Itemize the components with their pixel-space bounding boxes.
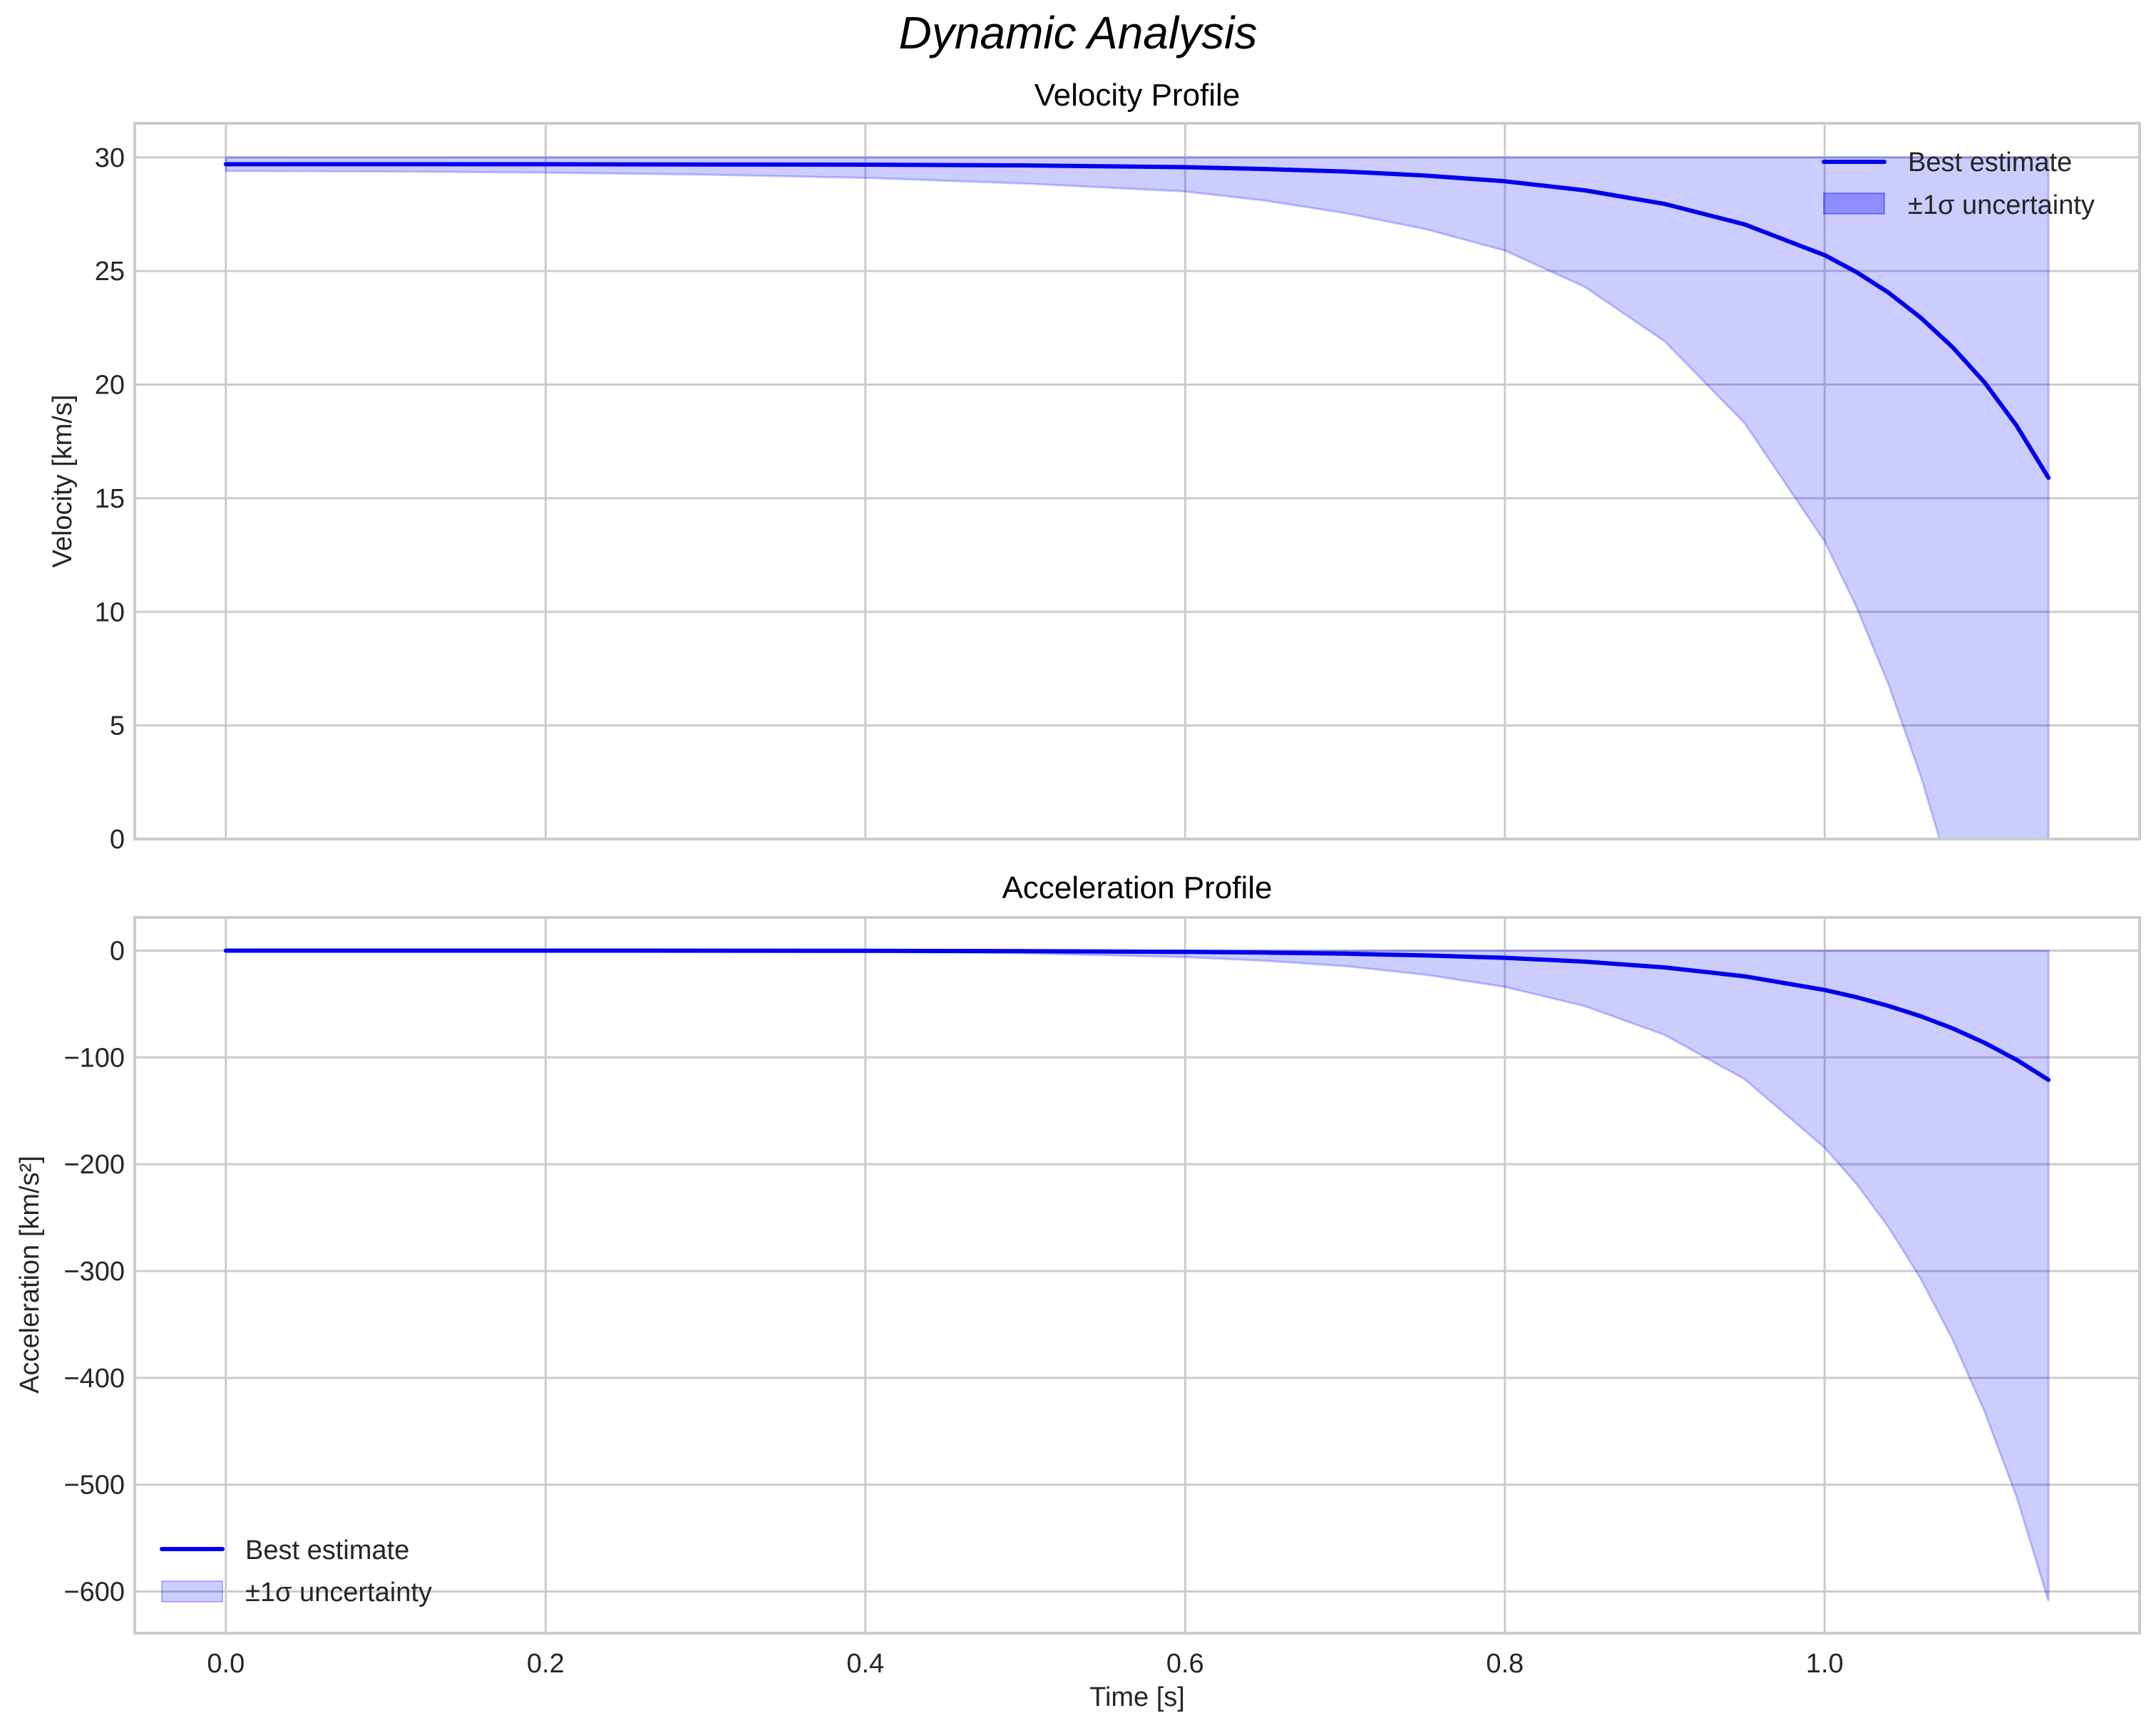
acceleration-ylabel: Acceleration [km/s²] (15, 1156, 45, 1394)
acceleration-yticks: 0 −100 −200 −300 −400 −500 −600 (63, 936, 125, 1607)
ytick-label: 10 (95, 597, 125, 627)
ytick-label: 15 (95, 484, 125, 514)
time-xlabel: Time [s] (1089, 1682, 1185, 1712)
velocity-spines (133, 122, 2141, 840)
xtick-label: 0.2 (527, 1649, 565, 1679)
axes-frame (133, 916, 2141, 1635)
legend-label-best-estimate: Best estimate (245, 1536, 409, 1565)
best-estimate-path (223, 948, 2051, 1082)
legend-label-uncertainty: ±1σ uncertainty (245, 1578, 432, 1608)
acceleration-axes-title: Acceleration Profile (1002, 870, 1272, 905)
ytick-label: 0 (110, 825, 125, 855)
ytick-label: 25 (95, 257, 125, 287)
best-estimate-path (223, 162, 2051, 480)
acceleration-axes: Acceleration Profile 0 −100 −200 −300 −400 −5… (15, 870, 2141, 1712)
ytick-label: −400 (63, 1364, 125, 1394)
acceleration-legend: Best estimate ±1σ uncertainty (160, 1536, 432, 1608)
velocity-axes-title: Velocity Profile (1035, 78, 1241, 113)
ytick-label: −200 (63, 1150, 125, 1180)
ytick-label: 20 (95, 371, 125, 401)
velocity-axes: Velocity Profile 0 5 10 15 20 25 30 Velocity [… (48, 78, 2141, 855)
legend-label-uncertainty: ±1σ uncertainty (1908, 190, 2095, 220)
velocity-yticks: 0 5 10 15 20 25 30 (95, 143, 125, 855)
ytick-label: −300 (63, 1257, 125, 1287)
ytick-label: 5 (110, 711, 125, 741)
acceleration-xticks: 0.0 0.2 0.4 0.6 0.8 1.0 (207, 1649, 1843, 1679)
uncertainty-band-area (225, 156, 2050, 839)
legend-band-swatch (161, 1580, 223, 1603)
acceleration-uncertainty-band (225, 950, 2050, 1602)
acceleration-spines (133, 916, 2141, 1635)
figure-title: Dynamic Analysis (899, 7, 1258, 58)
ytick-label: −600 (63, 1578, 125, 1608)
axes-frame (133, 122, 2141, 840)
uncertainty-band-area (225, 950, 2050, 1602)
xtick-label: 0.6 (1166, 1649, 1204, 1679)
ytick-label: −500 (63, 1471, 125, 1501)
legend-label-best-estimate: Best estimate (1908, 148, 2072, 178)
xtick-label: 1.0 (1806, 1649, 1844, 1679)
ytick-label: 30 (95, 143, 125, 173)
xtick-label: 0.4 (846, 1649, 884, 1679)
velocity-best-estimate-line (223, 162, 2051, 480)
velocity-uncertainty-band (225, 156, 2050, 839)
xtick-label: 0.8 (1486, 1649, 1524, 1679)
acceleration-best-estimate-line (223, 948, 2051, 1082)
ytick-label: 0 (110, 936, 125, 966)
xtick-label: 0.0 (207, 1649, 245, 1679)
ytick-label: −100 (63, 1043, 125, 1073)
legend-band-swatch (1823, 192, 1885, 215)
velocity-legend: Best estimate ±1σ uncertainty (1822, 148, 2095, 220)
velocity-ylabel: Velocity [km/s] (48, 395, 78, 568)
